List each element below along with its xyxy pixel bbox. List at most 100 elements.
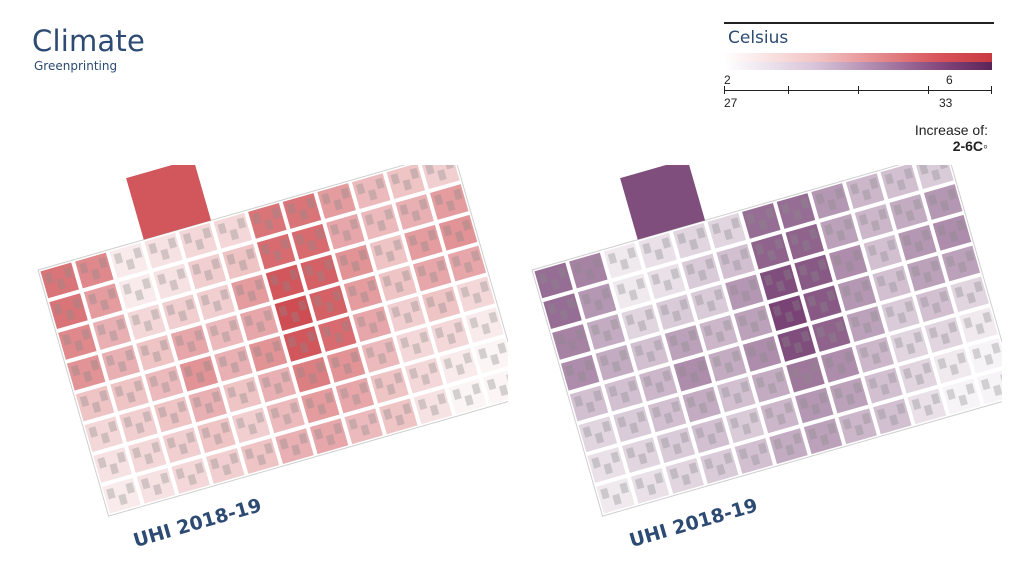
building-footprint (212, 300, 223, 312)
map-block (300, 254, 339, 291)
map-block (222, 243, 261, 280)
map-block (231, 274, 270, 311)
map-block (803, 285, 842, 322)
map-block (102, 477, 141, 514)
building-footprint (653, 339, 663, 351)
building-footprint (226, 253, 236, 266)
building-footprint (219, 288, 230, 301)
building-footprint (819, 434, 830, 446)
building-footprint (97, 457, 107, 469)
building-footprint (573, 262, 583, 275)
map-block (465, 307, 504, 343)
uhi-map-red (37, 165, 508, 517)
building-footprint (913, 331, 923, 343)
map-block (196, 284, 236, 321)
map-block (256, 233, 296, 270)
building-footprint (911, 398, 922, 411)
building-footprint (442, 224, 453, 237)
building-footprint (365, 346, 375, 359)
map-block (569, 252, 608, 289)
building-footprint (862, 189, 872, 201)
building-footprint (375, 310, 386, 323)
building-footprint (914, 373, 925, 386)
building-footprint (871, 352, 881, 365)
building-footprint (946, 388, 956, 401)
building-footprint (585, 268, 595, 280)
building-footprint (980, 378, 991, 391)
map-block (326, 213, 365, 250)
map-block (708, 345, 747, 382)
building-footprint (88, 426, 99, 438)
building-footprint (610, 451, 621, 464)
building-footprint (750, 321, 760, 333)
building-footprint (282, 413, 292, 425)
building-footprint (148, 375, 159, 388)
building-footprint (291, 444, 301, 456)
building-footprint (704, 258, 715, 270)
building-footprint (687, 329, 698, 342)
building-footprint (783, 401, 794, 414)
building-footprint (888, 281, 898, 293)
map-block (898, 357, 938, 394)
building-footprint (330, 223, 340, 236)
building-footprint (886, 239, 897, 251)
building-footprint (383, 208, 394, 220)
building-footprint (625, 447, 636, 459)
building-footprint (325, 301, 335, 313)
map-block (396, 327, 435, 363)
map-block (907, 388, 947, 425)
building-footprint (564, 364, 575, 377)
building-footprint (775, 280, 786, 292)
building-footprint (392, 239, 403, 251)
building-footprint (626, 247, 637, 259)
building-footprint (992, 384, 1002, 397)
building-footprint (203, 269, 214, 281)
building-footprint (278, 305, 289, 317)
map-block (214, 345, 253, 382)
building-footprint (688, 238, 699, 251)
map-block (248, 203, 287, 239)
map-block (361, 336, 400, 373)
building-footprint (347, 285, 358, 297)
building-footprint (264, 218, 274, 231)
building-footprint (705, 390, 716, 403)
map-block (378, 265, 417, 302)
map-block (343, 275, 383, 312)
map-block (109, 242, 149, 279)
building-footprint (695, 427, 705, 439)
map-block (110, 375, 149, 412)
map-block (58, 324, 97, 360)
building-footprint (117, 360, 128, 373)
map-block (621, 304, 660, 340)
building-footprint (791, 299, 802, 312)
building-footprint (755, 376, 766, 389)
building-footprint (131, 314, 141, 326)
building-footprint (887, 372, 897, 384)
building-footprint (185, 298, 195, 311)
map-block (838, 408, 877, 445)
building-footprint (451, 255, 462, 268)
building-footprint (321, 326, 332, 338)
map-block (647, 263, 686, 300)
building-footprint (860, 279, 871, 292)
building-footprint (243, 315, 254, 327)
building-footprint (166, 437, 177, 449)
building-footprint (764, 407, 774, 419)
building-footprint (914, 240, 924, 253)
building-footprint (479, 280, 490, 293)
building-footprint (434, 327, 445, 339)
building-footprint (661, 237, 671, 249)
map-block (664, 325, 704, 361)
building-footprint (879, 250, 890, 263)
map-block (665, 458, 704, 494)
building-footprint (975, 323, 985, 335)
building-footprint (79, 262, 89, 275)
map-block (881, 296, 920, 333)
building-footprint (644, 308, 655, 321)
building-footprint (359, 291, 370, 303)
building-footprint (53, 303, 63, 315)
building-footprint (202, 227, 212, 239)
map-block (161, 294, 201, 331)
building-footprint (186, 340, 197, 353)
building-footprint (973, 280, 984, 293)
